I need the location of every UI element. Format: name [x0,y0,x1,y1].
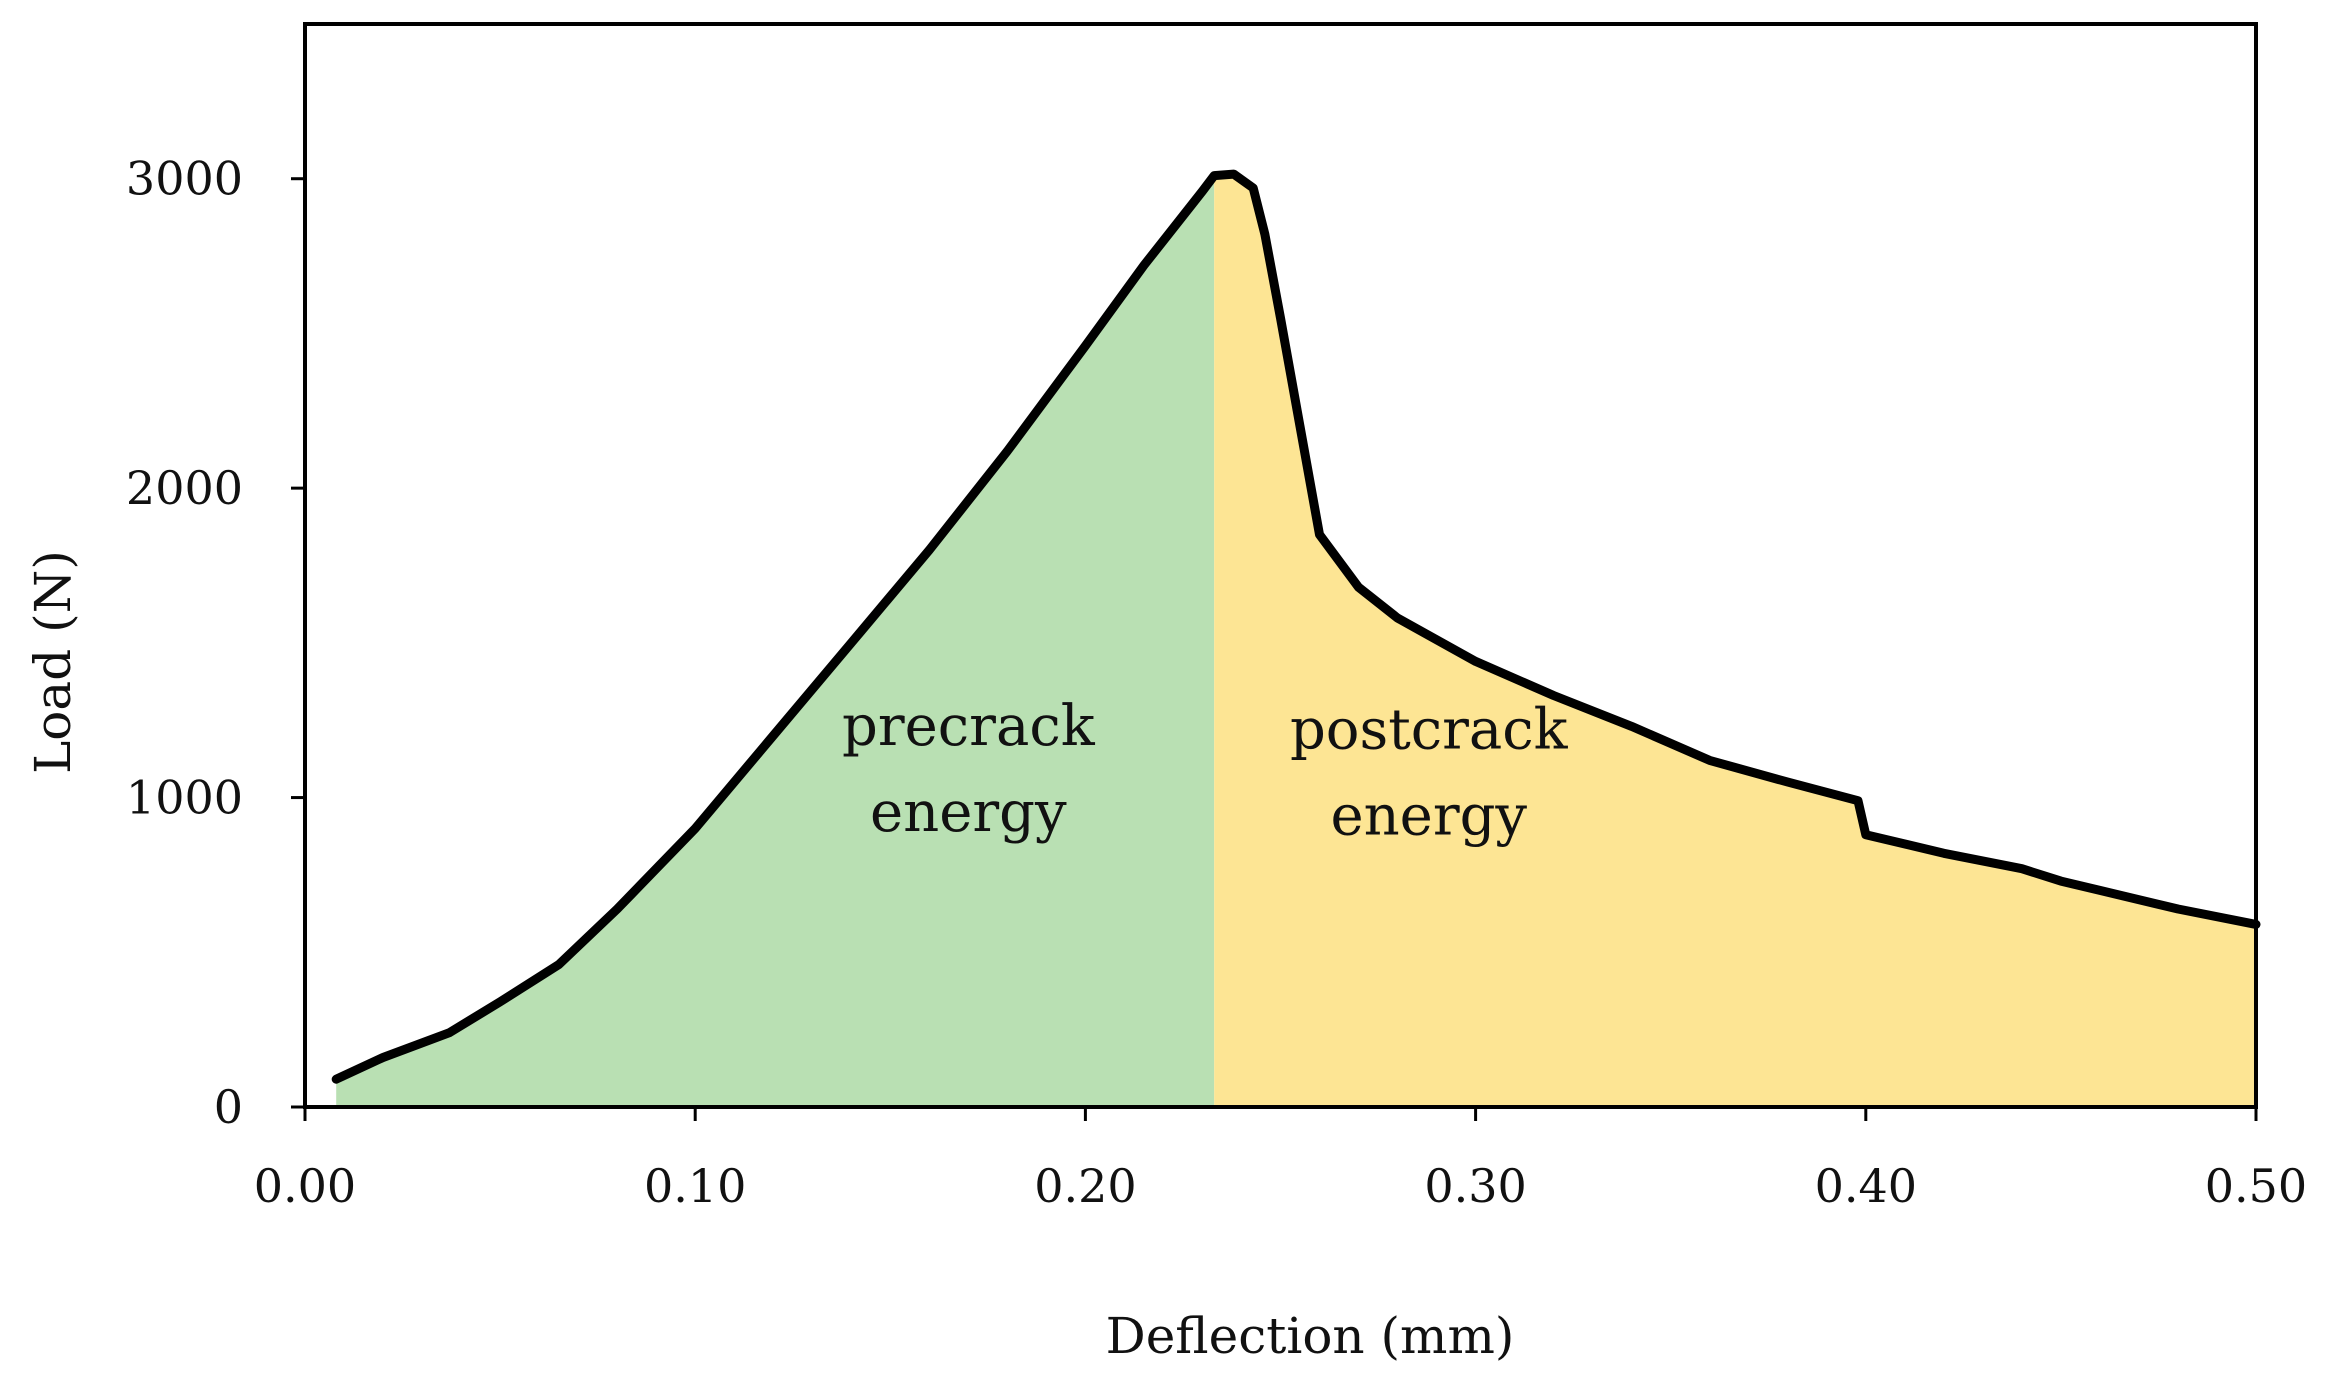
x-tick-label: 0.10 [644,1159,746,1213]
x-tick-label: 0.40 [1815,1159,1917,1213]
x-tick-label: 0.50 [2205,1159,2307,1213]
y-axis-ticks: 0 1000 2000 3000 [126,152,305,1134]
precrack-energy-area [336,175,1215,1108]
postcrack-energy-area [1214,174,2256,1108]
y-tick-label: 3000 [126,152,243,206]
x-tick-label: 0.20 [1034,1159,1136,1213]
x-tick-label: 0.30 [1424,1159,1526,1213]
y-tick-label: 1000 [126,771,243,825]
precrack-label-line-2: energy [870,780,1067,845]
y-axis-title: Load (N) [24,550,82,774]
postcrack-label-line-1: postcrack [1290,697,1569,762]
x-axis-title: Deflection (mm) [1106,1307,1515,1365]
x-axis-ticks: 0.00 0.10 0.20 0.30 0.40 0.50 [254,1107,2307,1213]
y-tick-label: 0 [214,1080,243,1134]
x-tick-label: 0.00 [254,1159,356,1213]
postcrack-label-line-2: energy [1330,783,1527,848]
precrack-label-line-1: precrack [842,694,1096,759]
load-deflection-curve [331,169,2261,1084]
plot-frame [303,22,2258,1109]
y-tick-label: 2000 [126,461,243,515]
